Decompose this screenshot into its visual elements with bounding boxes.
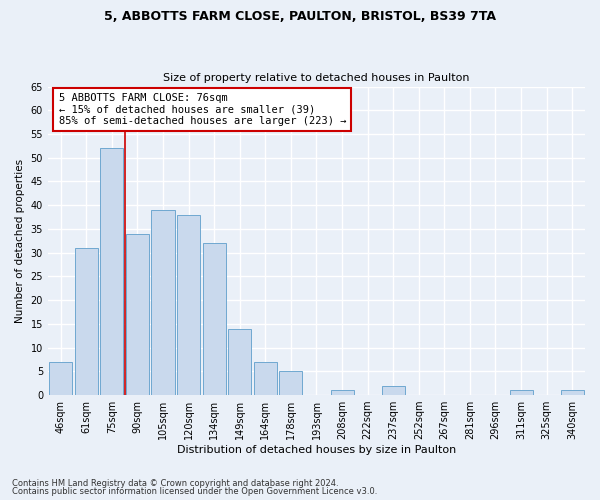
Bar [280,372,302,395]
Bar [382,386,404,395]
Bar [254,362,277,395]
Bar [228,328,251,395]
Text: 5 ABBOTTS FARM CLOSE: 76sqm
← 15% of detached houses are smaller (39)
85% of sem: 5 ABBOTTS FARM CLOSE: 76sqm ← 15% of det… [59,92,346,126]
Bar [49,362,72,395]
Text: Contains public sector information licensed under the Open Government Licence v3: Contains public sector information licen… [12,487,377,496]
Bar [331,390,353,395]
X-axis label: Distribution of detached houses by size in Paulton: Distribution of detached houses by size … [177,445,456,455]
Bar [509,390,533,395]
Text: 5, ABBOTTS FARM CLOSE, PAULTON, BRISTOL, BS39 7TA: 5, ABBOTTS FARM CLOSE, PAULTON, BRISTOL,… [104,10,496,23]
Y-axis label: Number of detached properties: Number of detached properties [15,159,25,323]
Bar [75,248,98,395]
Bar [561,390,584,395]
Bar [203,243,226,395]
Bar [100,148,124,395]
Bar [126,234,149,395]
Title: Size of property relative to detached houses in Paulton: Size of property relative to detached ho… [163,73,470,83]
Bar [151,210,175,395]
Bar [177,214,200,395]
Text: Contains HM Land Registry data © Crown copyright and database right 2024.: Contains HM Land Registry data © Crown c… [12,478,338,488]
